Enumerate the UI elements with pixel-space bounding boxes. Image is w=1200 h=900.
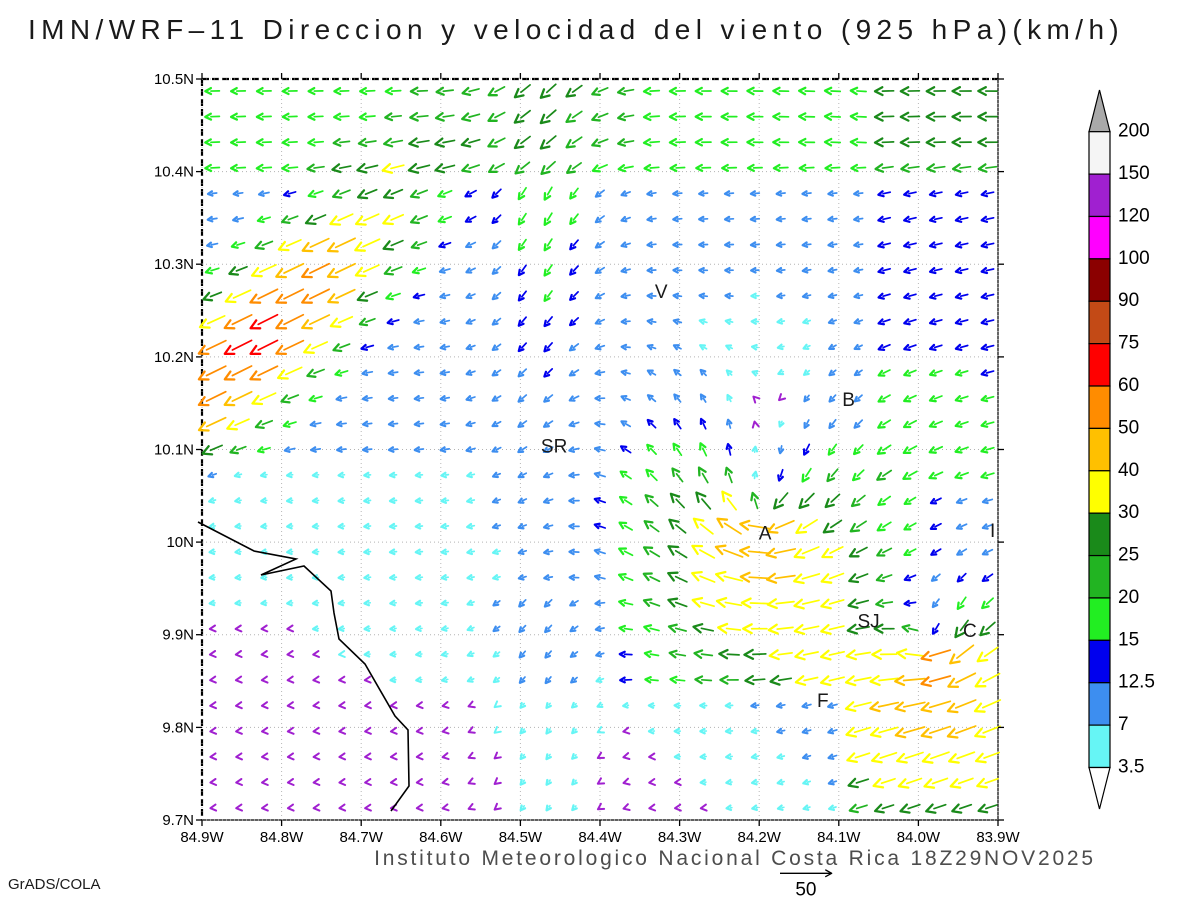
svg-text:C: C (963, 621, 977, 642)
svg-text:84.2W: 84.2W (738, 829, 782, 846)
svg-text:25: 25 (1118, 545, 1139, 566)
svg-text:84.6W: 84.6W (419, 829, 463, 846)
svg-text:120: 120 (1118, 206, 1150, 227)
svg-text:A: A (759, 524, 772, 545)
svg-text:10.4N: 10.4N (154, 164, 194, 181)
svg-text:V: V (655, 282, 668, 303)
svg-text:F: F (817, 691, 829, 712)
svg-text:10.5N: 10.5N (154, 71, 194, 88)
svg-text:75: 75 (1118, 333, 1139, 354)
svg-text:50: 50 (795, 879, 816, 900)
svg-text:84.8W: 84.8W (260, 829, 304, 846)
svg-text:9.8N: 9.8N (162, 719, 194, 736)
svg-text:84.0W: 84.0W (897, 829, 941, 846)
svg-text:9.7N: 9.7N (162, 812, 194, 829)
svg-text:84.7W: 84.7W (340, 829, 384, 846)
svg-text:40: 40 (1118, 460, 1139, 481)
svg-text:9.9N: 9.9N (162, 627, 194, 644)
svg-text:84.9W: 84.9W (180, 829, 224, 846)
svg-text:84.1W: 84.1W (817, 829, 861, 846)
svg-text:10.3N: 10.3N (154, 256, 194, 273)
svg-text:84.3W: 84.3W (658, 829, 702, 846)
svg-text:10N: 10N (166, 534, 194, 551)
svg-text:B: B (842, 390, 855, 411)
svg-text:60: 60 (1118, 375, 1139, 396)
svg-text:200: 200 (1118, 121, 1150, 142)
svg-text:SJ: SJ (858, 612, 880, 633)
svg-text:84.4W: 84.4W (578, 829, 622, 846)
svg-text:I: I (990, 521, 995, 542)
svg-text:15: 15 (1118, 629, 1139, 650)
svg-text:150: 150 (1118, 163, 1150, 184)
svg-text:83.9W: 83.9W (976, 829, 1020, 846)
svg-text:7: 7 (1118, 714, 1129, 735)
svg-text:10.1N: 10.1N (154, 442, 194, 459)
svg-text:84.5W: 84.5W (499, 829, 543, 846)
svg-text:90: 90 (1118, 290, 1139, 311)
svg-text:30: 30 (1118, 502, 1139, 523)
svg-text:50: 50 (1118, 417, 1139, 438)
svg-text:20: 20 (1118, 587, 1139, 608)
svg-text:SR: SR (541, 437, 567, 458)
svg-text:10.2N: 10.2N (154, 349, 194, 366)
svg-text:100: 100 (1118, 248, 1150, 269)
svg-text:12.5: 12.5 (1118, 672, 1155, 693)
svg-text:3.5: 3.5 (1118, 757, 1144, 778)
